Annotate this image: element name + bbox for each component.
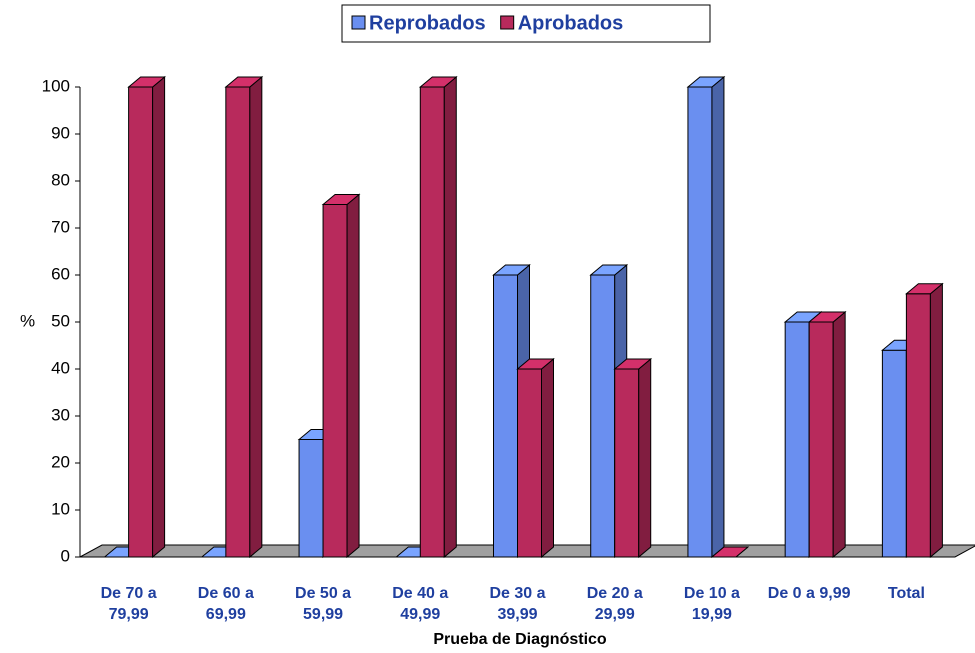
y-tick-label: 0 xyxy=(61,546,70,565)
bar xyxy=(589,263,629,559)
bar-front xyxy=(322,204,348,558)
bar xyxy=(710,546,750,558)
bar-front xyxy=(808,321,834,558)
bar-side xyxy=(929,282,943,559)
bar-top xyxy=(418,76,458,88)
x-tick-label: De 0 a 9,99 xyxy=(767,585,851,602)
y-tick-label: 10 xyxy=(51,499,70,518)
bar xyxy=(905,282,944,559)
bar-front xyxy=(687,86,713,558)
x-tick-label: De 60 a 69,99 xyxy=(197,585,254,623)
bar-top xyxy=(492,264,531,276)
x-tick-label: Total xyxy=(887,585,925,602)
bar xyxy=(127,75,166,559)
bar-front xyxy=(493,274,518,558)
bar-top xyxy=(516,358,555,370)
bar-front xyxy=(881,349,907,558)
y-tick-label: 20 xyxy=(51,452,70,471)
x-tick-label: De 20 a 29,99 xyxy=(586,585,643,623)
bar xyxy=(807,310,847,559)
bar-front xyxy=(298,439,324,558)
bar-top xyxy=(589,264,629,276)
x-tick-label: De 30 a 39,99 xyxy=(489,585,546,623)
bar xyxy=(686,75,726,559)
bar-top xyxy=(224,76,264,88)
bar xyxy=(418,75,458,559)
legend-label: Aprobados xyxy=(518,12,624,34)
bar-front xyxy=(128,86,154,558)
bar-front xyxy=(590,274,616,558)
x-tick-label: De 70 a 79,99 xyxy=(100,585,157,623)
x-tick-label: De 50 a 59,99 xyxy=(295,585,352,623)
legend-box xyxy=(341,4,711,43)
legend: Reprobados Aprobados xyxy=(341,4,711,43)
bar-top xyxy=(686,76,726,88)
bar-front xyxy=(517,368,542,558)
bar-top xyxy=(321,194,361,205)
bar-top xyxy=(127,76,166,88)
bar-side xyxy=(346,193,360,559)
bar xyxy=(516,357,555,559)
y-tick-label: 90 xyxy=(51,123,70,142)
y-tick-label: 50 xyxy=(51,311,70,330)
bar-front xyxy=(905,293,931,558)
bar-side xyxy=(152,75,166,559)
bar-side xyxy=(832,310,846,559)
x-tick-label: De 40 a 49,99 xyxy=(392,585,449,623)
y-axis-title: % xyxy=(20,311,35,330)
bar-side xyxy=(249,75,263,559)
bar xyxy=(321,193,361,559)
y-tick-label: 100 xyxy=(42,76,70,95)
bar-side xyxy=(638,357,652,559)
legend-label: Reprobados xyxy=(369,12,486,34)
x-tick-label: De 10 a 19,99 xyxy=(683,585,740,623)
y-tick-label: 80 xyxy=(51,170,70,189)
bar-side xyxy=(443,75,457,559)
bar-front xyxy=(784,321,810,558)
bar-front xyxy=(225,86,251,558)
bar-front xyxy=(614,368,640,558)
y-tick-label: 60 xyxy=(51,264,70,283)
bar-front xyxy=(419,86,445,558)
bar-top xyxy=(807,311,847,323)
bar xyxy=(613,357,653,559)
bar-top xyxy=(613,358,653,370)
bar-top xyxy=(710,546,750,558)
bar xyxy=(224,75,264,559)
y-tick-label: 40 xyxy=(51,358,70,377)
bar-side xyxy=(711,75,725,559)
x-axis-title: Prueba de Diagnóstico xyxy=(433,631,607,648)
y-tick-label: 30 xyxy=(51,405,70,424)
y-tick-label: 70 xyxy=(51,217,70,236)
legend-swatch xyxy=(351,15,366,30)
legend-swatch xyxy=(500,15,515,30)
bar-top xyxy=(905,283,944,295)
bar-side xyxy=(541,357,554,559)
